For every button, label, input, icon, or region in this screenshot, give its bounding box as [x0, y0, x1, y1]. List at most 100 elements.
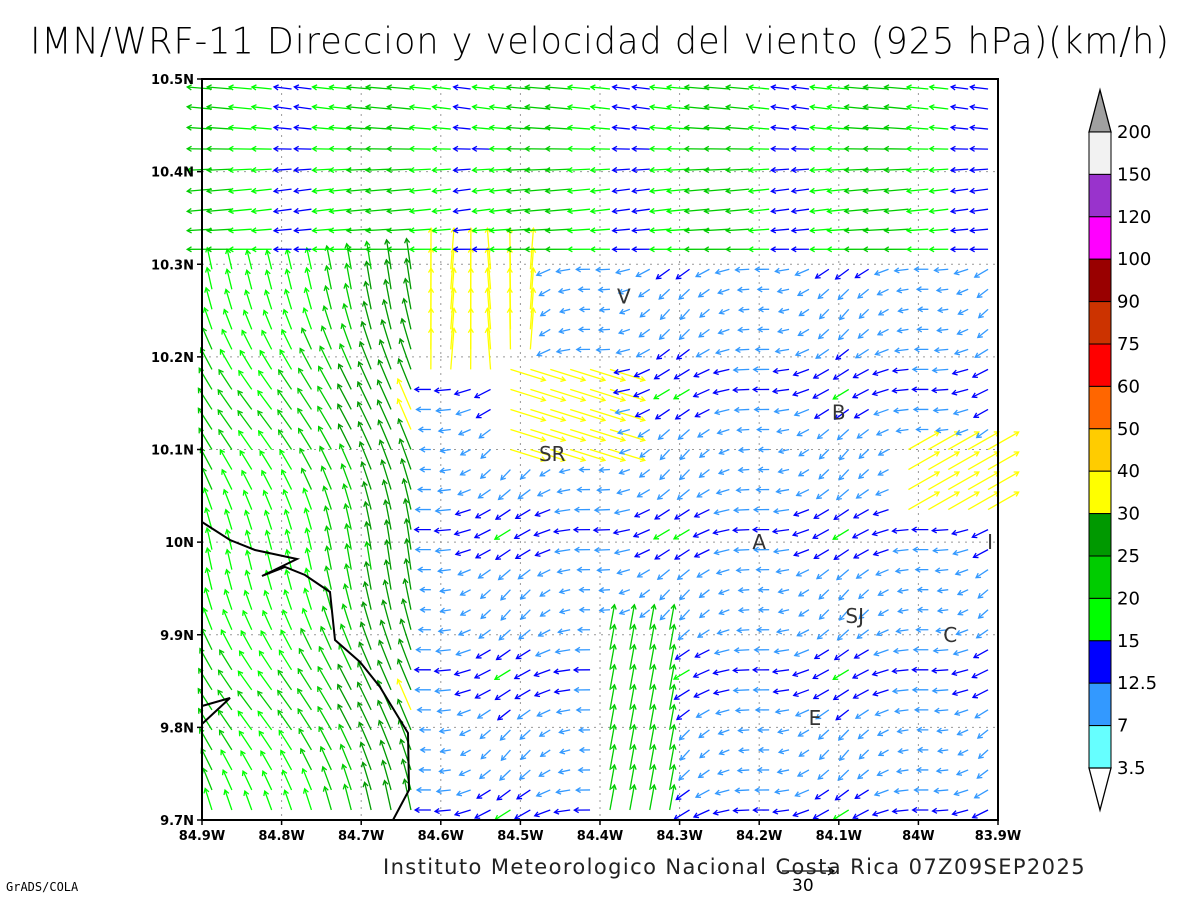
wind-arrow	[699, 308, 710, 318]
wind-arrow	[639, 448, 651, 458]
wind-arrow	[553, 508, 571, 515]
wind-arrow	[953, 789, 969, 797]
wind-arrow	[951, 689, 969, 697]
wind-arrow	[977, 308, 989, 319]
wind-arrow	[656, 569, 671, 581]
wind-arrow	[649, 783, 657, 811]
wind-arrow	[459, 468, 471, 476]
wind-arrow	[359, 621, 372, 650]
wind-arrow	[618, 308, 631, 315]
coastline	[201, 521, 411, 821]
wind-arrow	[928, 124, 949, 131]
wind-arrow	[629, 743, 637, 771]
wind-arrow	[558, 588, 571, 595]
wind-arrow	[683, 187, 710, 194]
wind-arrow	[399, 457, 412, 490]
wind-arrow	[777, 588, 790, 595]
wind-arrow	[755, 626, 770, 633]
wind-arrow	[283, 789, 293, 811]
wind-arrow	[714, 789, 730, 796]
wind-arrow	[838, 589, 850, 601]
wind-arrow	[572, 526, 591, 533]
wind-arrow	[298, 367, 313, 390]
wind-arrow	[516, 789, 531, 800]
wind-arrow	[905, 207, 929, 215]
wind-arrow	[791, 669, 810, 677]
wind-arrow	[263, 289, 273, 310]
wind-arrow	[396, 397, 412, 430]
wind-arrow	[417, 626, 431, 633]
wind-arrow	[770, 207, 790, 215]
wind-arrow	[304, 266, 313, 290]
wind-arrow	[774, 708, 790, 715]
wind-arrow	[431, 246, 451, 253]
wind-arrow	[754, 266, 770, 273]
wind-arrow	[539, 308, 551, 317]
wind-arrow	[611, 166, 630, 174]
wind-arrow	[408, 145, 431, 152]
wind-arrow	[457, 428, 471, 436]
wind-arrow	[792, 388, 810, 397]
wind-arrow	[414, 686, 431, 693]
wind-arrow	[237, 409, 253, 430]
wind-arrow	[319, 625, 332, 651]
wind-arrow	[853, 549, 869, 559]
wind-arrow	[967, 451, 1000, 471]
wind-arrow	[589, 388, 627, 403]
wind-arrow	[377, 359, 392, 390]
wind-arrow	[976, 769, 989, 779]
wind-arrow	[616, 488, 631, 496]
wind-arrow	[836, 629, 850, 641]
wind-arrow	[718, 448, 730, 455]
wind-arrow	[413, 386, 431, 393]
wind-arrow	[949, 124, 969, 131]
wind-arrow	[397, 357, 412, 390]
wind-arrow	[550, 448, 587, 463]
wind-arrow	[872, 689, 889, 697]
wind-arrow	[379, 619, 392, 650]
wind-arrow	[714, 268, 730, 275]
wind-arrow	[987, 491, 1020, 511]
legend-label: 15	[1117, 631, 1140, 652]
wind-arrow	[250, 145, 272, 152]
wind-arrow	[488, 104, 511, 111]
wind-arrow	[832, 388, 850, 400]
wind-arrow	[205, 104, 232, 111]
wind-arrow	[566, 227, 591, 234]
wind-arrow	[304, 246, 313, 270]
wind-arrow	[227, 246, 252, 253]
wind-arrow	[955, 428, 969, 436]
wind-arrow	[790, 145, 809, 152]
wind-arrow	[505, 84, 531, 91]
legend-label: 90	[1117, 292, 1140, 313]
wind-arrow	[635, 348, 651, 358]
wind-arrow	[975, 428, 989, 439]
wind-arrow	[317, 665, 332, 691]
wind-arrow	[589, 368, 627, 383]
wind-arrow	[284, 568, 293, 590]
wind-arrow	[337, 423, 352, 450]
wind-arrow	[431, 227, 451, 234]
wind-arrow	[378, 338, 392, 370]
wind-arrow	[299, 447, 313, 470]
wind-arrow	[832, 809, 850, 821]
wind-arrow	[338, 723, 352, 751]
wind-arrow	[826, 104, 849, 111]
wind-arrow	[809, 124, 829, 131]
wind-arrow	[589, 227, 611, 234]
wind-arrow	[559, 307, 571, 314]
wind-arrow	[311, 166, 332, 174]
wind-arrow	[896, 327, 909, 334]
wind-arrow	[795, 488, 810, 497]
wind-arrow	[936, 307, 949, 314]
wind-arrow	[569, 368, 607, 383]
wind-arrow	[893, 788, 909, 795]
wind-arrow	[272, 84, 292, 91]
wind-arrow	[341, 482, 352, 510]
wind-arrow	[473, 388, 491, 399]
wind-arrow	[457, 569, 471, 577]
wind-arrow	[185, 207, 213, 215]
wind-arrow	[949, 246, 969, 253]
wind-arrow	[774, 347, 790, 354]
wind-arrow	[205, 227, 232, 234]
